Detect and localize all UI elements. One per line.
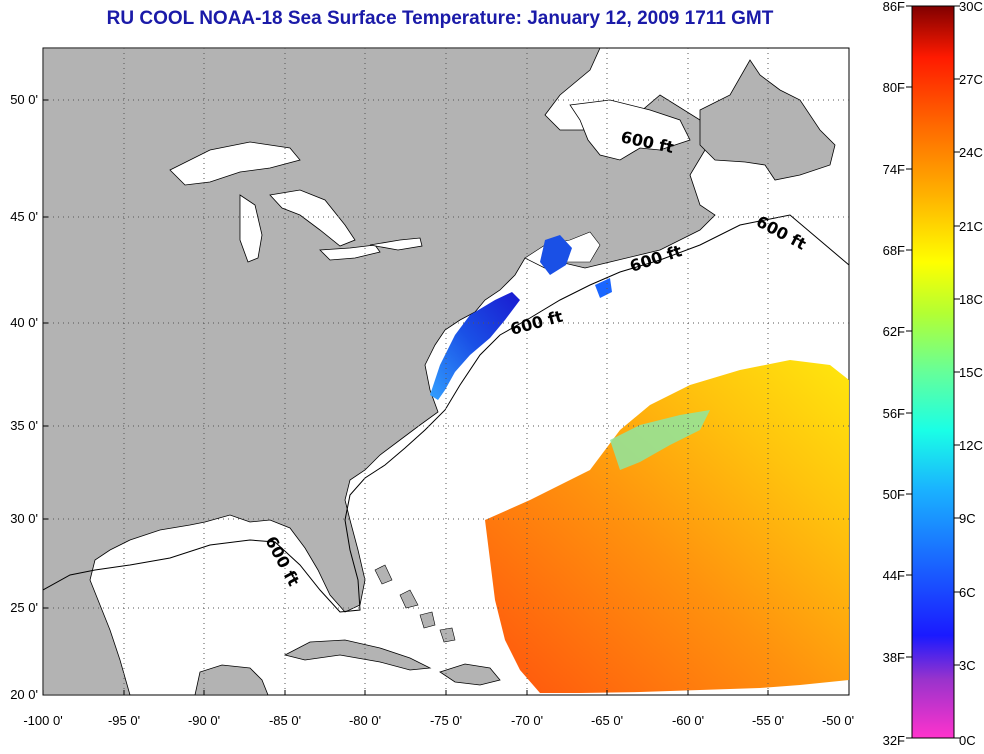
x-tick-label: -100 0': [23, 713, 62, 728]
colorbar-label-c: 21C: [959, 219, 983, 234]
colorbar-label-f: 32F: [883, 733, 905, 748]
colorbar-celsius-labels: 30C 27C 24C 21C 18C 15C 12C 9C 6C 3C 0C: [959, 0, 983, 748]
x-tick-label: -95 0': [108, 713, 140, 728]
sst-gulf-of-maine-patch: [540, 235, 572, 275]
x-tick-label: -60 0': [672, 713, 704, 728]
gulf-of-st-lawrence: [569, 99, 691, 161]
colorbar-label-c: 6C: [959, 585, 976, 600]
colorbar-label-f: 62F: [883, 324, 905, 339]
colorbar-label-f: 74F: [883, 162, 905, 177]
x-tick-label: -65 0': [591, 713, 623, 728]
colorbar-fahrenheit-labels: 86F 80F 74F 68F 62F 56F 50F 44F 38F 32F: [883, 0, 905, 748]
x-tick-label: -80 0': [349, 713, 381, 728]
colorbar-label-f: 44F: [883, 568, 905, 583]
colorbar-label-f: 56F: [883, 406, 905, 421]
land-newfoundland: [699, 59, 836, 181]
colorbar-label-f: 38F: [883, 650, 905, 665]
y-tick-label: 45 0': [10, 209, 38, 224]
x-tick-label: -55 0': [752, 713, 784, 728]
colorbar-label-c: 18C: [959, 292, 983, 307]
colorbar-label-f: 86F: [883, 0, 905, 14]
x-axis-labels: -100 0' -95 0' -90 0' -85 0' -80 0' -75 …: [23, 713, 854, 728]
x-tick-label: -70 0': [511, 713, 543, 728]
sst-coastal-cold-band: [430, 292, 520, 400]
colorbar-label-c: 12C: [959, 438, 983, 453]
land-yucatan: [194, 664, 269, 695]
colorbar-label-f: 68F: [883, 243, 905, 258]
x-tick-label: -90 0': [188, 713, 220, 728]
axis-tick-marks: [42, 99, 850, 695]
bahamas-islands: [374, 564, 456, 643]
x-tick-label: -50 0': [822, 713, 854, 728]
land-hispaniola: [439, 663, 501, 686]
map-title: RU COOL NOAA-18 Sea Surface Temperature:…: [106, 8, 774, 29]
y-tick-label: 20 0': [10, 687, 38, 702]
y-tick-label: 35 0': [10, 418, 38, 433]
colorbar-label-c: 15C: [959, 365, 983, 380]
colorbar-ticks: [906, 5, 960, 739]
colorbar-label-c: 3C: [959, 658, 976, 673]
y-tick-label: 40 0': [10, 315, 38, 330]
colorbar-label-c: 27C: [959, 72, 983, 87]
sst-scotian-patch: [595, 278, 612, 298]
colorbar-label-f: 50F: [883, 487, 905, 502]
sst-offshore-warm-region: [485, 360, 849, 693]
colorbar: [911, 5, 955, 739]
land-cuba: [283, 639, 432, 671]
colorbar-label-c: 24C: [959, 145, 983, 160]
colorbar-label-f: 80F: [883, 80, 905, 95]
x-tick-label: -75 0': [430, 713, 462, 728]
y-axis-labels: 20 0' 25 0' 30 0' 35 0' 40 0' 45 0' 50 0…: [10, 92, 38, 702]
y-tick-label: 50 0': [10, 92, 38, 107]
land-north-america: [43, 48, 716, 695]
x-tick-label: -85 0': [269, 713, 301, 728]
colorbar-label-c: 9C: [959, 511, 976, 526]
y-tick-label: 30 0': [10, 511, 38, 526]
colorbar-label-c: 30C: [959, 0, 983, 14]
sst-cool-filament: [610, 410, 710, 470]
y-tick-label: 25 0': [10, 600, 38, 615]
colorbar-label-c: 0C: [959, 733, 976, 748]
